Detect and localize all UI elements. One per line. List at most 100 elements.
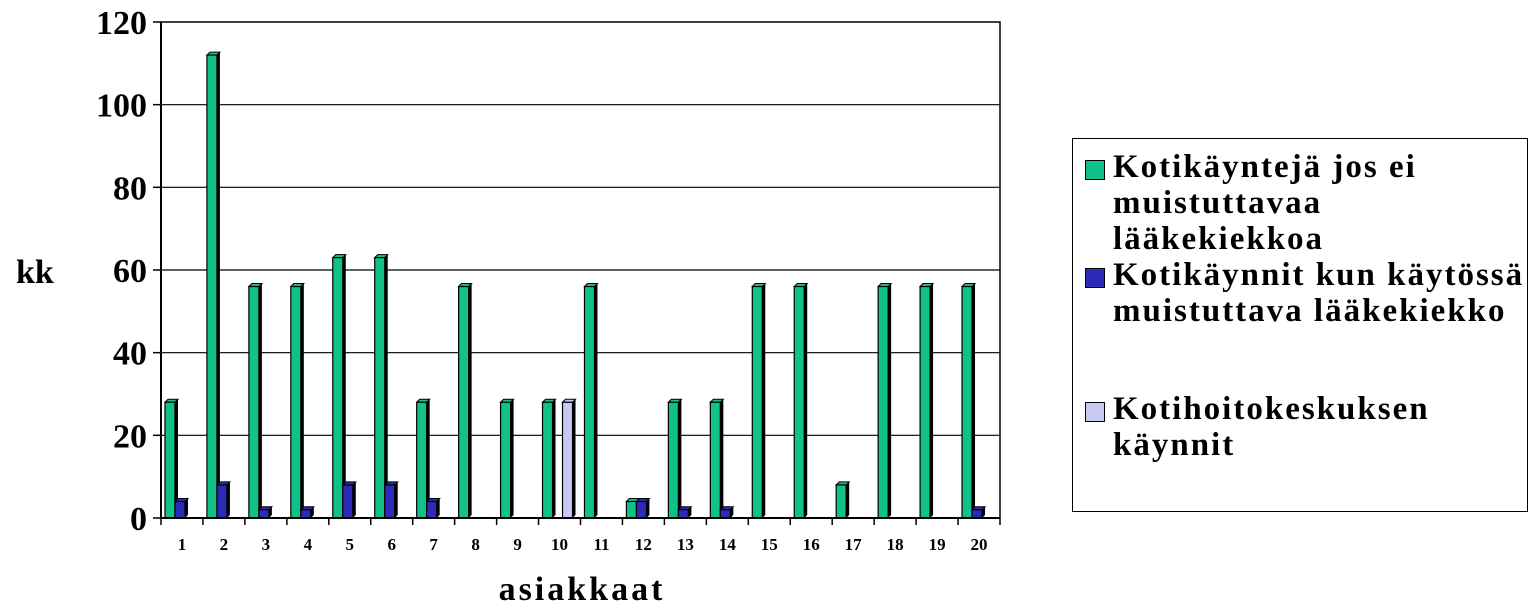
y-tick-label: 100 [96,88,147,125]
bar-front [677,509,689,519]
x-tick-label: 3 [262,535,271,554]
x-tick-label: 5 [346,535,355,554]
bar-2-2 [215,481,232,519]
bar-front [709,401,721,519]
bar-1-11 [583,283,599,519]
x-tick-label: 12 [635,535,652,554]
bar-front [499,401,512,519]
bar-front [332,257,344,519]
bar-1-5 [331,254,347,519]
bar-1-1 [163,398,180,519]
bar-side [184,498,188,518]
bar-front [342,484,354,519]
bar-front [793,285,805,519]
x-tick-label: 7 [429,535,438,554]
legend-label-series-2: Kotikäynnit kun käytössä muistuttava lää… [1113,257,1525,329]
bar-2-3 [257,506,274,519]
bar-side [678,399,682,518]
x-tick-label: 19 [929,535,946,554]
bar-2-4 [299,506,316,519]
legend-swatch-series-2 [1085,268,1105,288]
bar-side [352,481,356,518]
bar-side [468,283,472,518]
y-tick-label: 80 [113,170,147,207]
bar-side [300,283,304,518]
bar-1-20 [960,283,977,519]
bar-front [961,285,973,519]
bar-1-10 [541,398,557,519]
x-tick-label: 20 [971,535,988,554]
bar-1-17 [834,481,851,519]
bar-side [646,498,650,518]
bar-front [164,401,176,519]
legend-swatch-series-3 [1085,402,1105,422]
bar-front [971,509,983,519]
bar-1-18 [876,283,893,519]
bar-side [226,481,230,518]
bar-front [290,285,302,519]
bar-2-1 [173,497,190,519]
y-tick-label: 20 [113,418,147,455]
bar-front [561,401,574,519]
legend-label-series-3: Kotihoitokeskuksen käynnit [1113,391,1430,463]
x-tick-label: 4 [304,535,313,554]
y-tick-label: 40 [113,336,147,373]
bar-front [719,509,731,519]
x-tick-label: 1 [178,535,187,554]
bar-side [930,283,934,518]
bar-1-16 [793,283,809,519]
bar-front [919,285,931,519]
bar-front [374,257,386,519]
legend-label-series-1: Kotikäyntejä jos ei muistuttavaa lääkeki… [1113,149,1417,257]
bar-front [206,54,218,519]
bar-side [804,283,808,518]
bar-side [572,399,576,518]
y-axis-ticks: 0 20 40 60 80 100 120 [96,5,161,538]
bar-front [635,500,648,519]
bar-1-19 [918,283,935,519]
bar-side [594,283,598,518]
bar-2-12 [635,497,651,519]
bar-2-13 [677,506,693,519]
bar-front [174,500,186,519]
bar-1-9 [499,398,515,519]
bar-front [625,500,638,519]
legend-swatch-series-1 [1085,160,1105,180]
bar-1-6 [373,254,389,519]
bar-front [835,484,847,519]
bar-side [436,498,440,518]
bar-2-5 [341,481,357,519]
y-tick-label: 120 [96,5,147,42]
bar-front [426,500,438,519]
bar-1-14 [709,398,725,519]
gridlines [160,21,1001,519]
bar-front [458,285,470,519]
x-tick-label: 10 [551,535,568,554]
bar-side [888,283,892,518]
bar-1-2 [205,51,222,519]
x-tick-label: 8 [471,535,480,554]
x-axis-ticks: 1 2 3 4 5 6 7 8 9 10 11 12 13 14 15 16 17 18 19 20 [160,518,1001,554]
bar-front [583,285,596,519]
bar-front [416,401,428,519]
x-tick-label: 9 [513,535,522,554]
bar-front [258,509,270,519]
bar-1-13 [667,398,683,519]
y-axis-label: kk [16,254,54,291]
bar-side [972,283,976,518]
bar-front [877,285,889,519]
bar-front [248,285,260,519]
legend: Kotikäyntejä jos ei muistuttavaa lääkeki… [1072,138,1528,512]
bar-side [720,399,724,518]
x-axis-label: asiakkaat [499,571,666,608]
bar-1-4 [289,283,306,519]
bar-side [174,399,178,518]
bar-side [258,283,262,518]
bar-1-15 [751,283,767,519]
y-tick-label: 60 [113,253,147,290]
bar-1-3 [247,283,264,519]
bars [163,51,987,519]
bar-front [384,484,396,519]
bar-side [510,399,514,518]
bar-front [300,509,312,519]
